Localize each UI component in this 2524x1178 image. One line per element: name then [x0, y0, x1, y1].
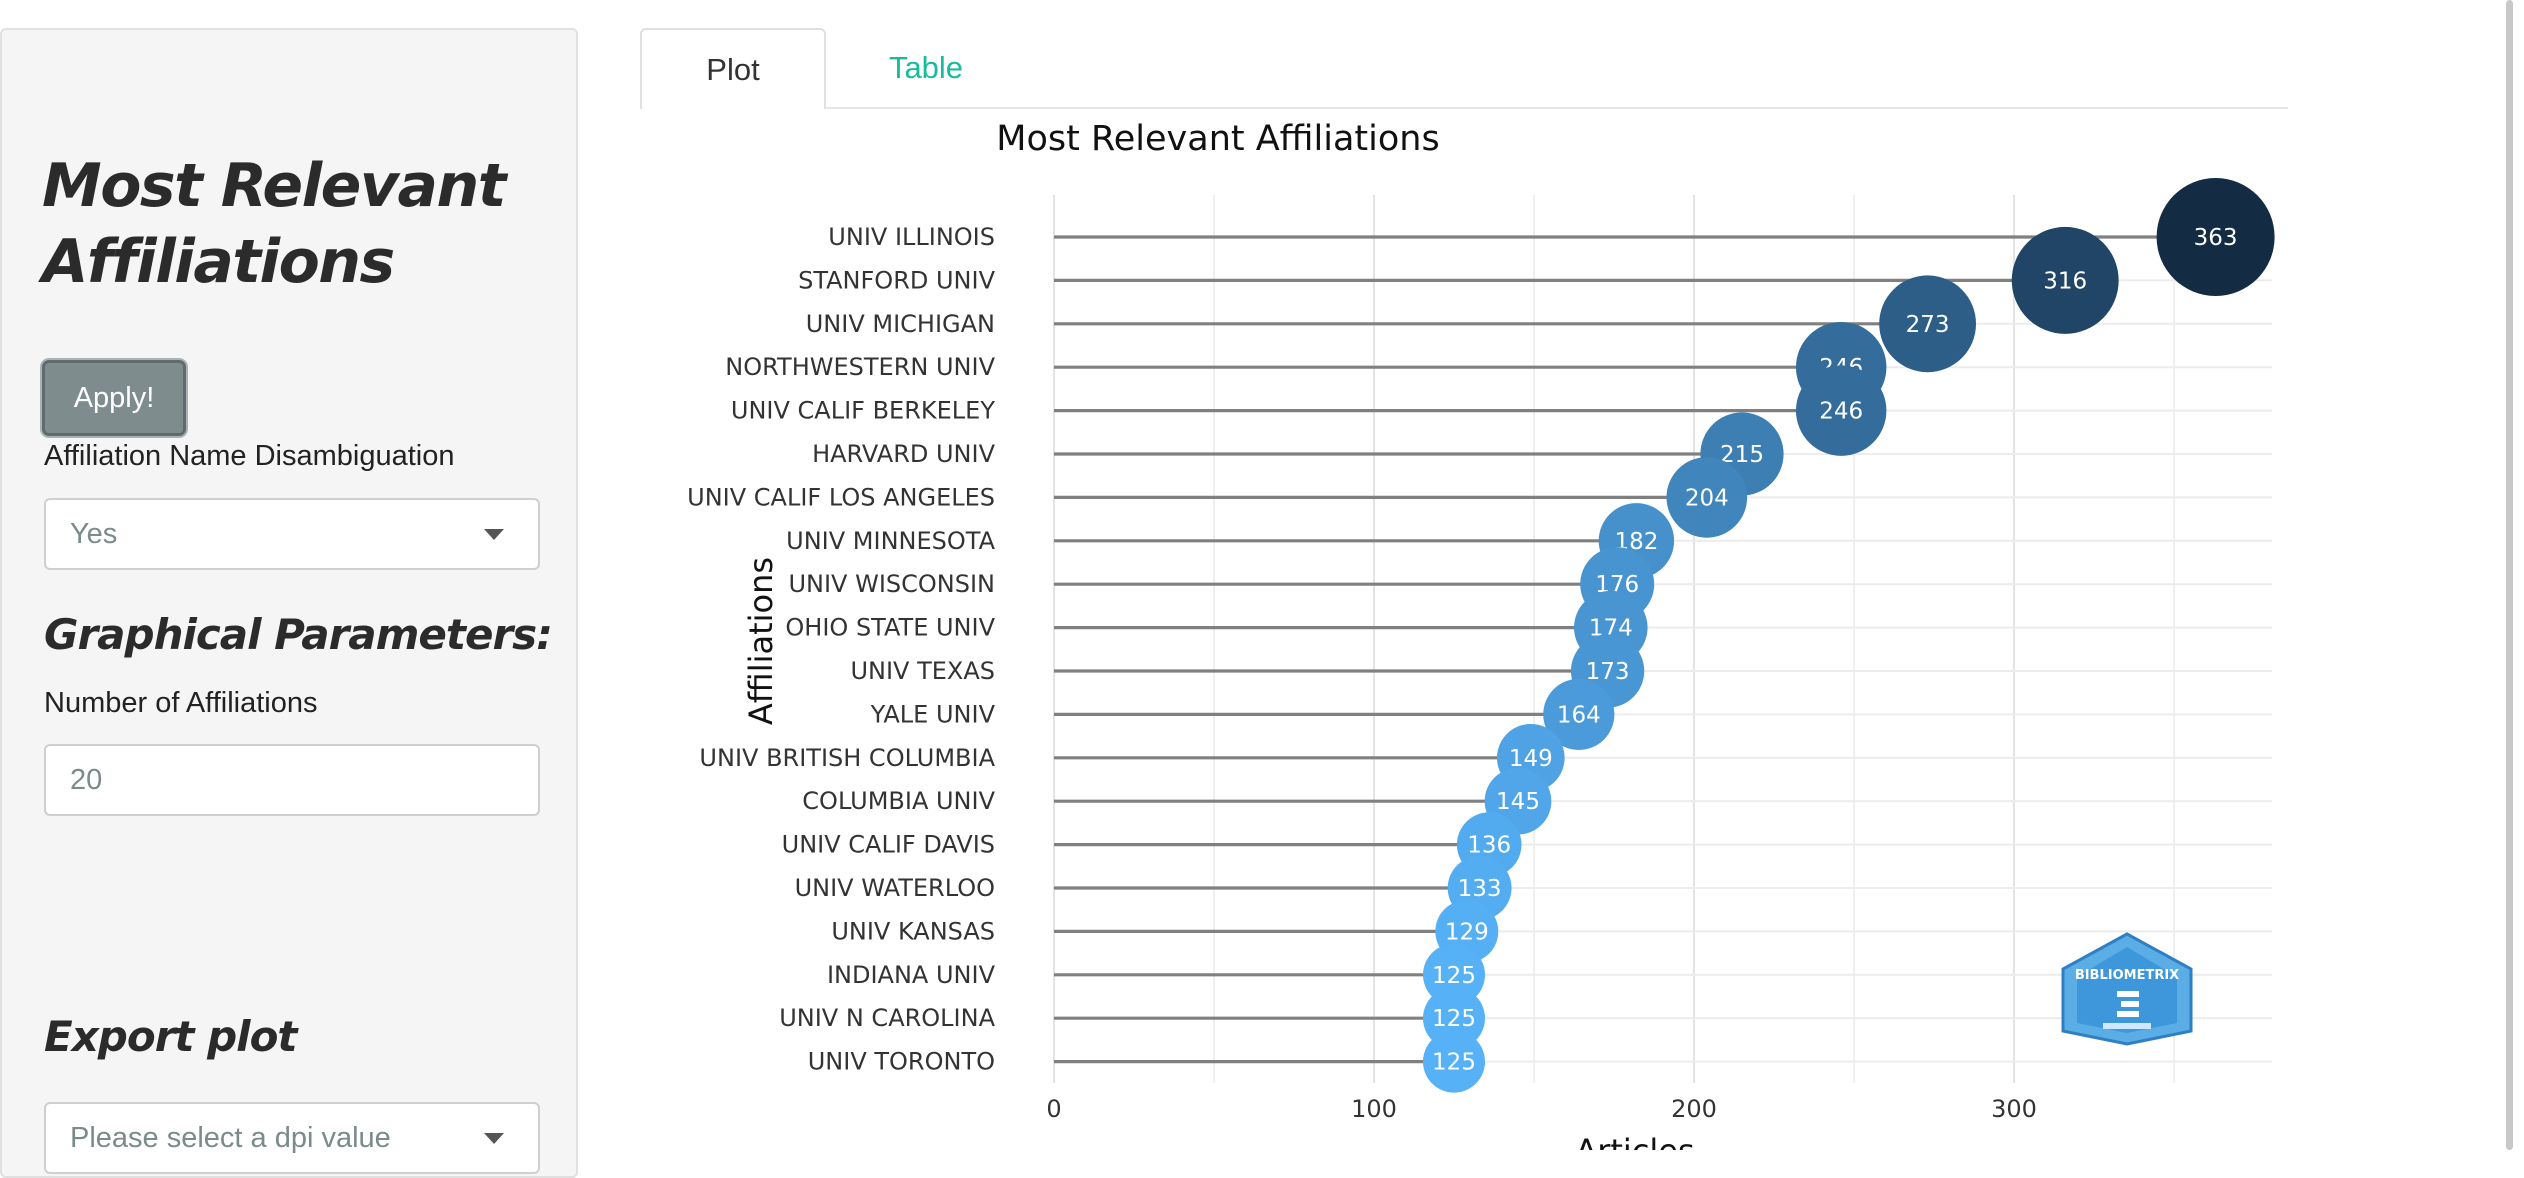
data-label: 149 — [1509, 746, 1553, 772]
chevron-down-icon — [484, 1133, 504, 1144]
data-label: 316 — [2043, 268, 2087, 294]
y-tick-label: UNIV BRITISH COLUMBIA — [699, 744, 995, 772]
data-label: 136 — [1467, 833, 1511, 859]
num-affiliations-input[interactable]: 20 — [44, 744, 540, 816]
data-label: 173 — [1586, 659, 1630, 685]
export-plot-title: Export plot — [44, 1012, 298, 1061]
apply-button[interactable]: Apply! — [42, 360, 186, 436]
x-tick-label: 300 — [1991, 1095, 2037, 1123]
y-tick-label: YALE UNIV — [870, 700, 996, 728]
x-axis-title: Articles — [1575, 1132, 1694, 1150]
chevron-down-icon — [484, 529, 504, 540]
affiliations-bubble-chart: Most Relevant Affiliations UNIV ILLINOIS… — [687, 119, 2275, 1150]
num-affiliations-label: Number of Affiliations — [44, 687, 318, 719]
y-tick-label: STANFORD UNIV — [798, 266, 995, 294]
y-tick-label: UNIV ILLINOIS — [828, 223, 995, 251]
tab-divider — [640, 107, 2288, 109]
data-label: 246 — [1819, 399, 1863, 425]
svg-text:BIBLIOMETRIX: BIBLIOMETRIX — [2075, 968, 2179, 983]
num-affiliations-value: 20 — [70, 764, 103, 796]
disambiguation-select[interactable]: Yes — [44, 498, 540, 570]
data-label: 145 — [1496, 789, 1540, 815]
scrollbar-thumb[interactable] — [2506, 0, 2513, 1150]
y-tick-label: UNIV WISCONSIN — [788, 570, 995, 598]
bibliometrix-logo-icon: BIBLIOMETRIX — [2061, 932, 2193, 1046]
bubble-point — [2156, 178, 2275, 296]
y-axis-title: Affiliations — [742, 557, 780, 725]
x-tick-label: 100 — [1351, 1095, 1397, 1123]
y-tick-label: UNIV N CAROLINA — [779, 1004, 995, 1032]
bubble-point — [1423, 987, 1485, 1050]
data-label: 125 — [1432, 963, 1476, 989]
y-tick-label: UNIV CALIF BERKELEY — [731, 397, 995, 425]
data-label: 164 — [1557, 702, 1601, 728]
y-tick-label: UNIV CALIF LOS ANGELES — [687, 483, 995, 511]
tab-table[interactable]: Table — [888, 50, 964, 85]
y-tick-label: UNIV MICHIGAN — [806, 310, 995, 338]
bubble-point — [1666, 457, 1748, 538]
y-tick-label: UNIV TEXAS — [850, 657, 995, 685]
y-tick-label: UNIV WATERLOO — [795, 874, 995, 902]
y-tick-label: OHIO STATE UNIV — [785, 614, 995, 642]
bubble-point — [1795, 365, 1887, 456]
y-tick-label: UNIV TORONTO — [808, 1048, 995, 1076]
y-tick-label: UNIV CALIF DAVIS — [782, 831, 995, 859]
sidebar-title: Most Relevant Affiliations — [42, 151, 506, 297]
y-tick-label: UNIV KANSAS — [831, 917, 995, 945]
data-label: 125 — [1432, 1050, 1476, 1076]
disambiguation-value: Yes — [70, 518, 118, 550]
chart-title: Most Relevant Affiliations — [996, 119, 1439, 159]
data-label: 133 — [1458, 876, 1502, 902]
tab-plot[interactable]: Plot — [640, 28, 826, 109]
dpi-placeholder: Please select a dpi value — [70, 1122, 391, 1154]
bubble-point — [1423, 1030, 1485, 1093]
data-label: 125 — [1432, 1006, 1476, 1032]
x-tick-label: 200 — [1671, 1095, 1717, 1123]
y-tick-label: HARVARD UNIV — [812, 440, 996, 468]
data-label: 363 — [2194, 225, 2238, 251]
y-tick-label: NORTHWESTERN UNIV — [725, 353, 995, 381]
sidebar-panel: Most Relevant Affiliations Apply! Affili… — [0, 28, 578, 1178]
data-label: 129 — [1445, 919, 1489, 945]
disambiguation-label: Affiliation Name Disambiguation — [44, 440, 455, 472]
data-label: 204 — [1685, 485, 1729, 511]
bubble-point — [1879, 275, 1977, 373]
y-tick-label: INDIANA UNIV — [827, 961, 996, 989]
y-tick-label: UNIV MINNESOTA — [786, 527, 995, 555]
x-tick-label: 0 — [1046, 1095, 1061, 1123]
bubble-point — [1423, 943, 1485, 1006]
bubble-point — [1543, 678, 1615, 750]
y-tick-label: COLUMBIA UNIV — [802, 787, 995, 815]
graphical-parameters-title: Graphical Parameters: — [44, 610, 553, 659]
data-label: 273 — [1906, 312, 1950, 338]
bubble-point — [2011, 226, 2119, 334]
